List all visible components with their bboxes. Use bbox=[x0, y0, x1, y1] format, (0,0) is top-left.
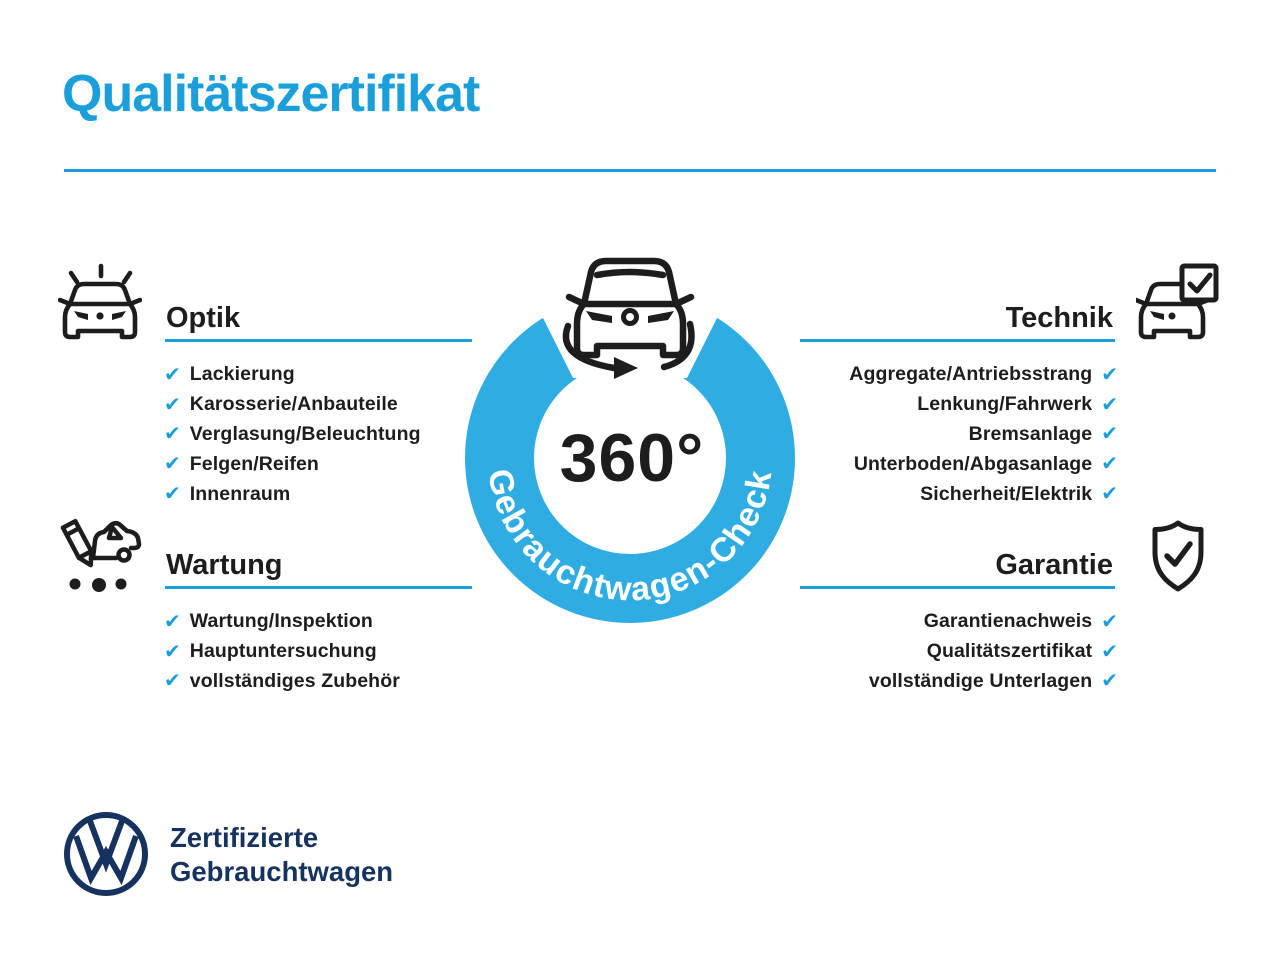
wartung-items: ✔ Wartung/Inspektion ✔ Hauptuntersuchung ✔… bbox=[164, 607, 400, 696]
pencil-car-checklist-icon bbox=[60, 518, 142, 592]
list-item-label: vollständiges Zubehör bbox=[189, 669, 400, 692]
list-item: Aggregate/Antriebsstrang ✔ bbox=[849, 360, 1118, 390]
list-item: ✔ Wartung/Inspektion bbox=[164, 607, 400, 637]
check-icon: ✔ bbox=[1101, 608, 1118, 633]
list-item: ✔ Felgen/Reifen bbox=[164, 449, 421, 479]
car-360-rotation-icon bbox=[562, 257, 695, 379]
list-item: ✔ Hauptuntersuchung bbox=[164, 637, 400, 667]
list-item: ✔ Innenraum bbox=[164, 479, 421, 509]
section-title-optik: Optik bbox=[166, 302, 241, 334]
car-shine-icon bbox=[58, 263, 142, 340]
technik-items: Aggregate/Antriebsstrang ✔ Lenkung/Fahrwe… bbox=[849, 360, 1118, 509]
brand-claim: Zertifizierte Gebrauchtwagen bbox=[170, 821, 393, 889]
check-icon: ✔ bbox=[1101, 451, 1118, 476]
list-item: ✔ vollständiges Zubehör bbox=[164, 667, 400, 697]
list-item: ✔ Lackierung bbox=[164, 360, 421, 390]
list-item-label: Karosserie/Anbauteile bbox=[189, 393, 398, 416]
section-title-technik: Technik bbox=[1005, 302, 1113, 334]
check-icon: ✔ bbox=[164, 481, 181, 506]
list-item: Sicherheit/Elektrik ✔ bbox=[849, 479, 1118, 509]
check-icon: ✔ bbox=[1101, 481, 1118, 506]
brand-line-2: Gebrauchtwagen bbox=[170, 856, 394, 887]
list-item-label: Garantienachweis bbox=[923, 610, 1093, 633]
degree-value: 360° bbox=[560, 420, 705, 496]
list-item-label: Hauptuntersuchung bbox=[189, 640, 377, 663]
check-icon: ✔ bbox=[1101, 361, 1118, 386]
list-item-label: vollständige Unterlagen bbox=[868, 669, 1093, 692]
list-item-label: Bremsanlage bbox=[968, 422, 1093, 445]
list-item-label: Unterboden/Abgasanlage bbox=[853, 452, 1093, 475]
garantie-items: Garantienachweis ✔ Qualitätszertifikat ✔ v… bbox=[869, 607, 1118, 696]
list-item: Bremsanlage ✔ bbox=[849, 420, 1118, 450]
car-checkbox-icon bbox=[1136, 263, 1219, 340]
optik-items: ✔ Lackierung ✔ Karosserie/Anbauteile ✔ Verg… bbox=[164, 360, 421, 509]
list-item: ✔ Verglasung/Beleuchtung bbox=[164, 420, 421, 450]
list-item: Unterboden/Abgasanlage ✔ bbox=[849, 449, 1118, 479]
list-item: Garantienachweis ✔ bbox=[869, 607, 1118, 637]
check-icon: ✔ bbox=[164, 361, 181, 386]
check-icon: ✔ bbox=[164, 451, 181, 476]
page-title: Qualitätszertifikat bbox=[62, 65, 480, 123]
360-check-badge: Gebrauchtwagen-Check 360° bbox=[465, 256, 795, 623]
list-item-label: Aggregate/Antriebsstrang bbox=[849, 363, 1093, 386]
vw-logo-icon bbox=[64, 812, 148, 896]
shield-check-icon bbox=[1152, 520, 1204, 592]
title-divider bbox=[64, 169, 1216, 172]
section-title-garantie: Garantie bbox=[995, 549, 1113, 581]
section-divider-wartung bbox=[165, 586, 472, 589]
check-icon: ✔ bbox=[1101, 638, 1118, 663]
list-item-label: Verglasung/Beleuchtung bbox=[189, 422, 421, 445]
check-icon: ✔ bbox=[1101, 668, 1118, 693]
check-icon: ✔ bbox=[1101, 421, 1118, 446]
check-icon: ✔ bbox=[164, 608, 181, 633]
list-item: vollständige Unterlagen ✔ bbox=[869, 667, 1118, 697]
list-item-label: Wartung/Inspektion bbox=[189, 610, 373, 633]
check-icon: ✔ bbox=[164, 668, 181, 693]
list-item-label: Felgen/Reifen bbox=[189, 452, 319, 475]
section-divider-garantie bbox=[800, 586, 1115, 589]
list-item: Lenkung/Fahrwerk ✔ bbox=[849, 390, 1118, 420]
section-divider-technik bbox=[800, 339, 1115, 342]
section-title-wartung: Wartung bbox=[166, 549, 283, 581]
check-icon: ✔ bbox=[164, 391, 181, 416]
list-item-label: Innenraum bbox=[189, 482, 291, 505]
list-item-label: Sicherheit/Elektrik bbox=[920, 482, 1093, 505]
list-item-label: Lackierung bbox=[189, 363, 295, 386]
check-icon: ✔ bbox=[164, 638, 181, 663]
list-item: Qualitätszertifikat ✔ bbox=[869, 637, 1118, 667]
brand-line-1: Zertifizierte bbox=[170, 822, 319, 853]
list-item-label: Lenkung/Fahrwerk bbox=[917, 393, 1093, 416]
list-item-label: Qualitätszertifikat bbox=[926, 640, 1093, 663]
list-item: ✔ Karosserie/Anbauteile bbox=[164, 390, 421, 420]
check-icon: ✔ bbox=[1101, 391, 1118, 416]
check-icon: ✔ bbox=[164, 421, 181, 446]
section-divider-optik bbox=[165, 339, 472, 342]
